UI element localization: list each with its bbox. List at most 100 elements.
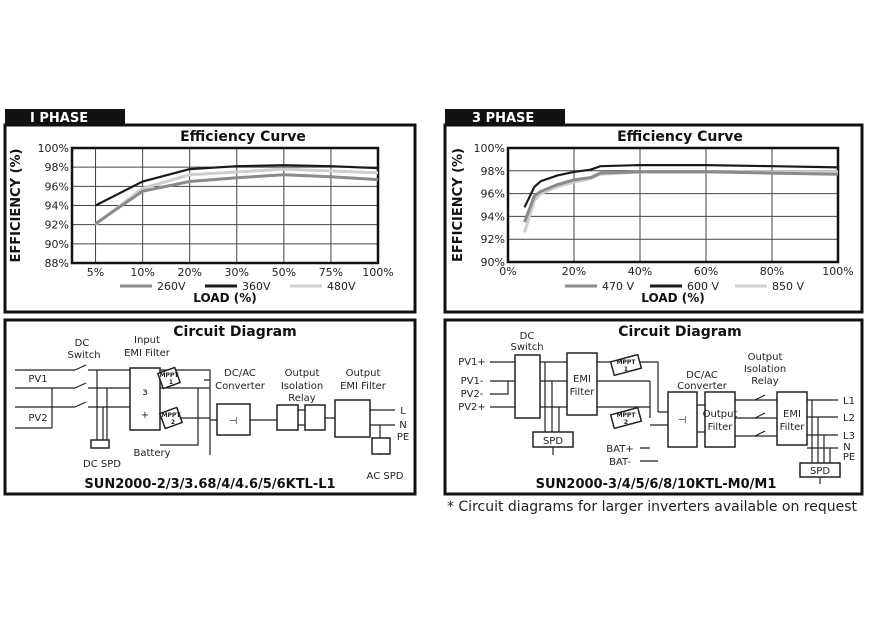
label: MPPT <box>160 372 180 379</box>
model-label: SUN2000-2/3/3.68/4/4.6/5/6KTL-L1 <box>84 477 335 492</box>
legend-label: 600 V <box>687 280 719 293</box>
relay-box <box>304 404 326 431</box>
x-tick-label: 60% <box>694 265 718 278</box>
pv-label: PV2+ <box>458 402 486 413</box>
y-tick-label: 94% <box>481 210 505 223</box>
dcac-converter-box <box>667 391 698 448</box>
label: DC <box>75 338 90 349</box>
label: Relay <box>288 393 316 404</box>
circuit-frame <box>3 318 417 496</box>
label: Switch <box>67 350 100 361</box>
label: 1 <box>624 366 628 373</box>
series-line-480v <box>94 167 379 226</box>
legend-label: 260V <box>157 280 186 293</box>
series-line-600v <box>523 164 839 208</box>
model-label: SUN2000-3/4/5/6/8/10KTL-M0/M1 <box>536 477 777 492</box>
legend-label: 360V <box>242 280 271 293</box>
y-axis-label: EFFICIENCY (%) <box>451 148 466 262</box>
label: Switch <box>510 342 543 353</box>
label: Output <box>346 368 381 379</box>
transistor-icon: ⊣ <box>678 415 687 426</box>
three-phase-panel: 3 PHASE Efficiency Curve EFFICIENCY (%) 90… <box>443 109 864 515</box>
label: PE <box>397 432 409 443</box>
footnote: * Circuit diagrams for larger inverters … <box>447 499 858 515</box>
output-label: L1 <box>843 396 855 407</box>
dcac-converter-box <box>216 403 251 436</box>
y-axis-label: EFFICIENCY (%) <box>9 148 24 262</box>
label: L <box>400 406 406 417</box>
label: EMI Filter <box>124 348 171 359</box>
label: Converter <box>677 381 728 392</box>
x-tick-label: 30% <box>225 266 249 279</box>
ac-spd-symbol <box>371 437 391 455</box>
x-tick-label: 5% <box>87 266 104 279</box>
label: 1 <box>169 379 173 386</box>
label: EMI <box>783 409 801 420</box>
x-axis-label: LOAD (%) <box>193 291 257 305</box>
label: N <box>399 420 406 431</box>
y-tick-label: 88% <box>45 257 69 270</box>
tab-label: I PHASE <box>30 111 88 126</box>
x-tick-label: 40% <box>628 265 652 278</box>
y-tick-label: 92% <box>481 233 505 246</box>
label: EMI Filter <box>340 381 387 392</box>
x-tick-label: 100% <box>822 265 853 278</box>
dc-switch-box <box>514 354 541 419</box>
output-filter-box <box>704 391 736 448</box>
y-tick-label: 98% <box>45 161 69 174</box>
circuit-diagram-three-phase: Circuit Diagram DC Switch PV1+ PV1- PV2-… <box>458 324 855 492</box>
mppt1-block: MPPT 1 <box>609 353 643 377</box>
legend-label: 480V <box>327 280 356 293</box>
emi-filter-box <box>566 352 598 416</box>
y-tick-label: 96% <box>45 180 69 193</box>
capacitor-icon: + <box>141 410 149 421</box>
bat-label: BAT- <box>609 457 631 468</box>
circuit-diagram-single-phase: Circuit Diagram DC Switch Input EMI Filt… <box>15 324 409 492</box>
label: Input <box>134 335 160 346</box>
pv-label: PV2- <box>461 389 484 400</box>
mppt1-block: MPPT 1 <box>156 366 182 390</box>
x-axis-label: LOAD (%) <box>641 291 705 305</box>
label: 2 <box>624 419 628 426</box>
label: Isolation <box>744 364 786 375</box>
circuit-title: Circuit Diagram <box>618 324 741 340</box>
label: MPPT <box>162 412 182 419</box>
chart-title: Efficiency Curve <box>617 129 743 145</box>
pv1-label: PV1 <box>28 374 47 385</box>
x-tick-label: 10% <box>130 266 154 279</box>
y-tick-label: 94% <box>45 200 69 213</box>
pv-label: PV1- <box>461 376 484 387</box>
tab-background <box>445 109 565 126</box>
label: Isolation <box>281 381 323 392</box>
relay-box <box>276 404 299 431</box>
circuit-frame <box>443 318 864 496</box>
series-line-360v <box>95 164 379 207</box>
output-label: L2 <box>843 413 855 424</box>
x-tick-label: 75% <box>319 266 343 279</box>
label: Output <box>748 352 783 363</box>
transistor-icon: ⊣ <box>229 416 238 427</box>
label: 2 <box>171 419 175 426</box>
y-tick-label: 90% <box>481 256 505 269</box>
x-tick-label: 0% <box>499 265 516 278</box>
x-tick-label: 20% <box>177 266 201 279</box>
y-tick-label: 96% <box>481 188 505 201</box>
series-line-470v <box>523 170 839 223</box>
chart-frame <box>3 123 417 314</box>
label: Converter <box>215 381 266 392</box>
bat-label: BAT+ <box>606 444 633 455</box>
y-tick-label: 100% <box>474 142 505 155</box>
mppt2-block: MPPT 2 <box>158 406 184 430</box>
ac-spd-label: AC SPD <box>367 471 404 482</box>
y-tick-label: 98% <box>481 165 505 178</box>
y-tick-label: 90% <box>45 238 69 251</box>
x-tick-label: 50% <box>272 266 296 279</box>
pv-label: PV1+ <box>458 357 486 368</box>
label: DC/AC <box>686 370 718 381</box>
x-tick-label: 20% <box>562 265 586 278</box>
label: EMI <box>573 374 591 385</box>
output-emi-filter-box <box>334 399 371 438</box>
legend-label: 470 V <box>602 280 634 293</box>
dc-spd-label: DC SPD <box>83 459 121 470</box>
